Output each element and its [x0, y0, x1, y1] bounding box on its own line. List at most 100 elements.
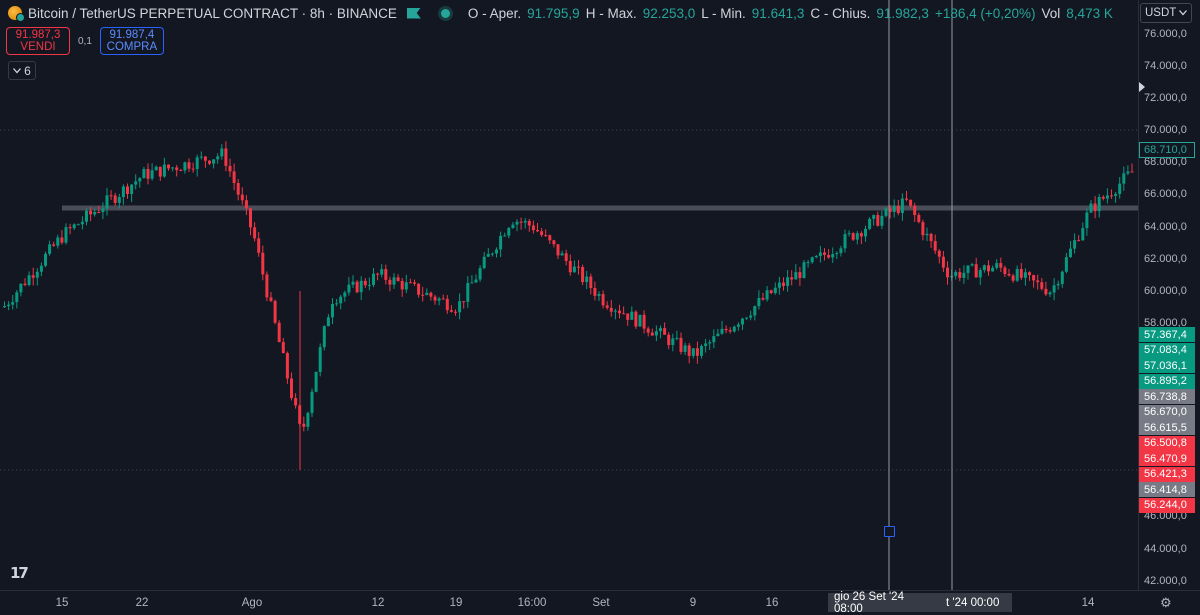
order-price-tag[interactable]: 56.738,8	[1139, 389, 1195, 404]
candle-body	[646, 328, 650, 333]
order-price-tag[interactable]: 57.083,4	[1139, 342, 1195, 358]
volume-label: Vol	[1041, 5, 1061, 21]
order-price-tag[interactable]: 57.036,1	[1139, 358, 1195, 373]
symbol-title[interactable]: Bitcoin / TetherUS PERPETUAL CONTRACT · …	[28, 5, 397, 21]
candle-body	[913, 205, 917, 215]
order-price-tag[interactable]: 56.470,9	[1139, 451, 1195, 466]
candle-body	[142, 169, 146, 179]
sell-price: 91.987,3	[15, 29, 61, 41]
candle-body	[572, 266, 576, 273]
sell-button[interactable]: 91.987,3 VENDI	[6, 27, 70, 55]
candle-body	[716, 333, 720, 337]
high-label: H - Max.	[585, 5, 637, 21]
candle-body	[732, 326, 736, 332]
candle-body	[982, 265, 986, 271]
candle-body	[470, 282, 474, 284]
candle-body	[31, 275, 35, 278]
candle-body	[1032, 275, 1036, 281]
settings-gear-icon[interactable]: ⚙	[1160, 595, 1172, 610]
tradingview-logo-icon[interactable]: 17	[10, 564, 29, 582]
candle-body	[449, 310, 453, 312]
candle-body	[1073, 240, 1077, 249]
candle-body	[1089, 203, 1093, 213]
candle-body	[601, 294, 605, 306]
candle-body	[1126, 171, 1130, 174]
candle-body	[372, 273, 375, 285]
candle-body	[884, 208, 888, 216]
candle-body	[314, 371, 318, 392]
candle-body	[400, 280, 404, 290]
candle-body	[380, 269, 384, 275]
candle-body	[962, 272, 966, 278]
candle-body	[249, 208, 252, 228]
candle-body	[835, 252, 839, 255]
candle-body	[921, 222, 925, 236]
order-price-tag[interactable]: 56.670,0	[1139, 404, 1195, 420]
price-tick: 42.000,0	[1144, 575, 1187, 587]
candle-body	[1097, 196, 1101, 212]
order-price-tag[interactable]: 57.367,4	[1139, 327, 1195, 342]
order-price-tag[interactable]: 56.500,8	[1139, 435, 1195, 451]
candle-body	[23, 283, 27, 285]
currency-selector[interactable]: USDT	[1140, 3, 1192, 23]
candle-body	[27, 275, 31, 285]
candle-body	[1069, 248, 1072, 258]
candle-body	[417, 283, 421, 295]
open-value: 91.795,9	[527, 5, 580, 21]
candle-body	[527, 220, 531, 226]
buy-button[interactable]: 91.987,4 COMPRA	[99, 27, 164, 55]
time-axis[interactable]	[0, 590, 1200, 613]
candle-body	[425, 292, 429, 295]
candle-body	[466, 283, 470, 302]
candle-body	[355, 281, 359, 293]
order-price-tag[interactable]: 56.414,8	[1139, 482, 1195, 497]
candle-body	[540, 231, 544, 236]
candle-body	[482, 256, 486, 269]
order-price-tag[interactable]: 56.244,0	[1139, 497, 1195, 513]
candle-body	[712, 336, 716, 343]
candle-body	[585, 276, 589, 283]
order-price-tag[interactable]: 56.421,3	[1139, 466, 1195, 482]
candle-body	[437, 298, 441, 301]
candle-body	[1077, 240, 1081, 242]
candle-body	[868, 218, 872, 229]
candle-body	[490, 253, 494, 255]
candle-body	[1130, 171, 1134, 173]
candle-body	[708, 342, 712, 344]
candle-body	[630, 311, 634, 320]
candle-body	[392, 277, 396, 285]
order-price-tag[interactable]: 56.895,2	[1139, 373, 1195, 389]
candle-body	[290, 378, 293, 399]
candle-body	[228, 165, 232, 172]
candle-body	[970, 264, 974, 266]
candle-body	[929, 233, 933, 242]
candle-body	[933, 241, 937, 251]
candle-body	[1052, 285, 1056, 293]
drawing-handle[interactable]	[884, 526, 895, 537]
candle-body	[827, 254, 831, 258]
candle-body	[388, 279, 392, 285]
candle-body	[1118, 183, 1122, 194]
indicators-toggle-button[interactable]: 6	[8, 61, 36, 80]
candle-body	[421, 294, 425, 296]
price-axis[interactable]	[1138, 0, 1200, 590]
candle-body	[753, 306, 757, 316]
candle-body	[650, 332, 654, 336]
candle-body	[720, 328, 724, 334]
candle-body	[179, 170, 183, 172]
candle-body	[404, 282, 408, 290]
candle-body	[277, 322, 281, 343]
crosshair-time-label-2: t '24 00:00	[940, 593, 1012, 612]
candle-body	[1036, 280, 1040, 283]
candle-body	[1048, 292, 1052, 295]
price-tick: 68.000,0	[1144, 156, 1187, 168]
candle-body	[794, 272, 798, 280]
candle-body	[958, 272, 962, 278]
order-price-tag[interactable]: 56.615,5	[1139, 420, 1195, 435]
flag-icon[interactable]	[406, 7, 421, 19]
scroll-arrow-icon[interactable]	[1139, 82, 1145, 92]
buy-price: 91.987,4	[109, 29, 155, 41]
candle-body	[478, 268, 482, 280]
price-chart[interactable]	[0, 0, 1138, 590]
candle-body	[474, 279, 478, 283]
